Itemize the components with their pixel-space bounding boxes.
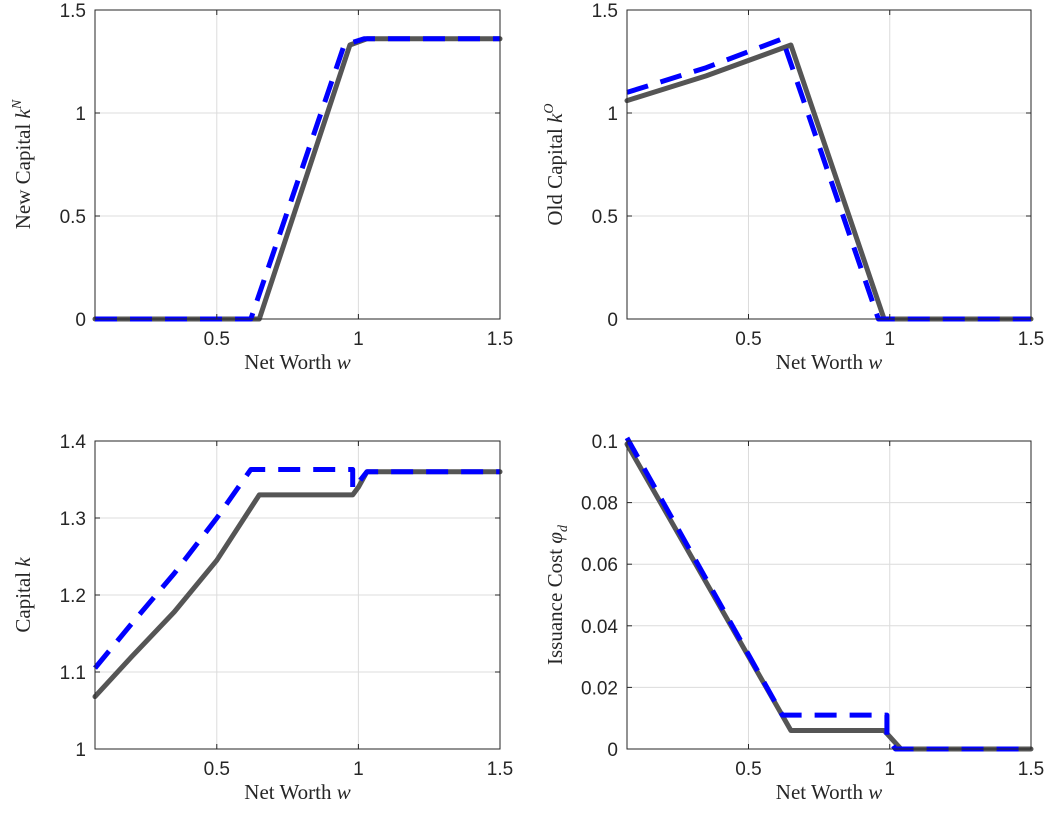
y-axis-label: Issuance Cost φd bbox=[543, 524, 571, 665]
x-tick-label: 1 bbox=[353, 329, 364, 350]
x-tick-label: 1 bbox=[884, 759, 895, 780]
axes-box bbox=[626, 9, 1032, 320]
y-tick-label: 0.06 bbox=[581, 555, 618, 576]
chart-panel-1: 0.5 1 1.5 0 0.5 1 1.5 Net Worth w New Capital kN bbox=[10, 1, 513, 374]
x-axis-label: Net Worth w bbox=[244, 350, 350, 374]
x-tick-label: 1.5 bbox=[487, 759, 513, 780]
chart-panel-2: 0.5 1 1.5 0 0.5 1 1.5 Net Worth w Old Capital kO bbox=[542, 1, 1044, 374]
y-tick-label: 0.1 bbox=[592, 432, 618, 453]
y-axis-label: Old Capital kO bbox=[542, 103, 567, 225]
x-axis-label: Net Worth w bbox=[776, 350, 882, 374]
x-axis-label: Net Worth w bbox=[244, 780, 350, 804]
x-tick-label: 1 bbox=[884, 329, 895, 350]
x-axis-label: Net Worth w bbox=[776, 780, 882, 804]
y-axis-label: New Capital kN bbox=[10, 99, 35, 229]
y-tick-label: 1.1 bbox=[60, 663, 86, 684]
y-tick-label: 0 bbox=[607, 740, 618, 761]
x-tick-label: 0.5 bbox=[735, 329, 761, 350]
y-tick-label: 1.3 bbox=[60, 509, 86, 530]
y-tick-label: 0.04 bbox=[581, 617, 618, 638]
y-tick-label: 0.08 bbox=[581, 494, 618, 515]
y-tick-label: 1.5 bbox=[592, 1, 618, 22]
series-solid-line bbox=[92, 469, 503, 700]
x-tick-label: 0.5 bbox=[204, 759, 230, 780]
y-tick-label: 1 bbox=[75, 104, 86, 125]
y-tick-label: 1.2 bbox=[60, 586, 86, 607]
series-dashed-line bbox=[624, 436, 1031, 752]
y-tick-label: 1 bbox=[75, 740, 86, 761]
x-tick-label: 0.5 bbox=[204, 329, 230, 350]
y-axis-label: Capital k bbox=[11, 557, 35, 633]
y-tick-label: 0.02 bbox=[581, 678, 618, 699]
series-solid-line bbox=[92, 36, 503, 322]
y-tick-label: 0.5 bbox=[60, 207, 86, 228]
y-tick-label: 0 bbox=[75, 310, 86, 331]
axes-box bbox=[94, 9, 501, 320]
chart-panel-3: 0.5 1 1.5 1 1.1 1.2 1.3 1.4 Net Worth w Capital k bbox=[11, 432, 513, 804]
x-tick-label: 1 bbox=[353, 759, 364, 780]
x-tick-label: 1.5 bbox=[1018, 329, 1044, 350]
x-tick-label: 1.5 bbox=[1018, 759, 1044, 780]
series-dashed-line bbox=[95, 36, 500, 322]
y-tick-label: 1.5 bbox=[60, 1, 86, 22]
series-solid-line bbox=[624, 441, 1034, 752]
y-tick-label: 0.5 bbox=[592, 207, 618, 228]
x-tick-label: 1.5 bbox=[487, 329, 513, 350]
y-tick-label: 1 bbox=[607, 104, 618, 125]
x-tick-label: 0.5 bbox=[735, 759, 761, 780]
y-tick-label: 1.4 bbox=[60, 432, 87, 453]
chart-panel-4: 0.5 1 1.5 0 0.02 0.04 0.06 0.08 0.1 Net Worth w Is… bbox=[543, 432, 1044, 804]
axes-box bbox=[626, 440, 1032, 750]
y-tick-label: 0 bbox=[607, 310, 618, 331]
series-dashed-line bbox=[93, 467, 500, 670]
